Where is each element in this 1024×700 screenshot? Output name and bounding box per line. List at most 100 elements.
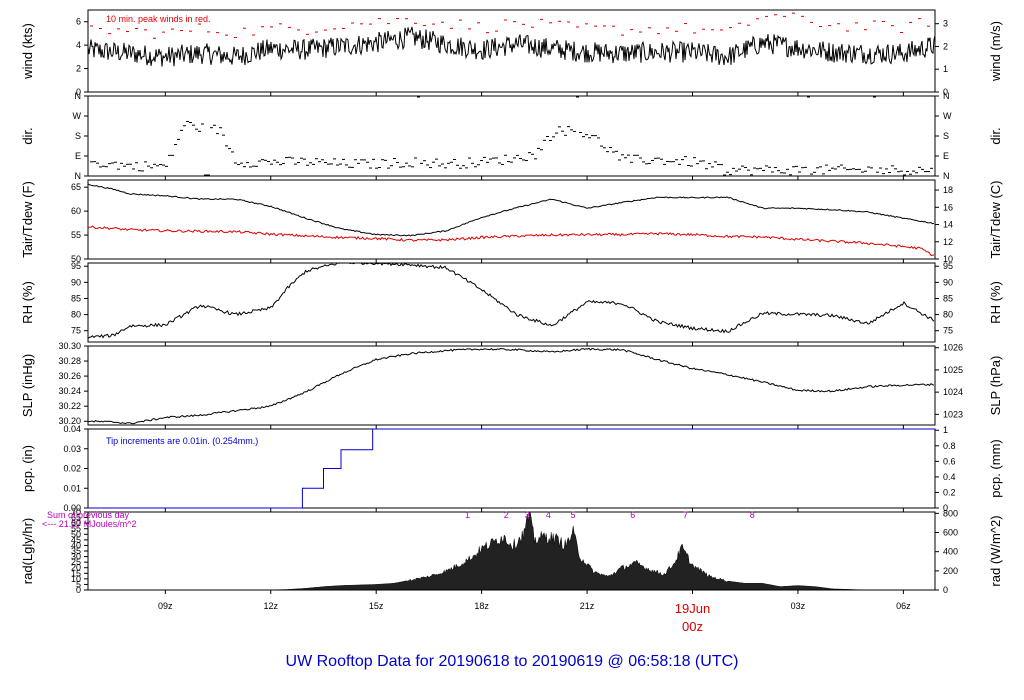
series-line: [87, 225, 935, 256]
y-tick-label-right: 3: [943, 19, 948, 29]
chart-title: UW Rooftop Data for 20190618 to 20190619…: [286, 653, 739, 670]
y-tick-label-left: 55: [71, 230, 81, 240]
y-tick-label-left: 65: [71, 513, 81, 523]
y-axis-label-right: RH (%): [988, 281, 1003, 324]
y-tick-label-left: 2: [76, 64, 81, 74]
y-tick-label-left: 90: [71, 277, 81, 287]
y-tick-label-left: 30.26: [58, 371, 81, 381]
x-axis: 09z 12z 15z 18z 21z 03z 06z 19Jun 00z: [158, 601, 911, 634]
y-tick-label-right: 0.8: [943, 441, 956, 451]
y-tick-label-left: 0.04: [63, 424, 81, 434]
y-tick-label-right: 0: [943, 585, 948, 595]
y-tick-label-left: 95: [71, 261, 81, 271]
y-tick-label-left: 4: [76, 40, 81, 50]
y-tick-label-right: 16: [943, 202, 953, 212]
y-tick-label-left: 30.28: [58, 356, 81, 366]
panel-frame: [87, 9, 936, 93]
y-tick-label-left: E: [75, 151, 81, 161]
y-tick-label-left: 0.01: [63, 483, 81, 493]
y-axis-label-right: SLP (hPa): [988, 356, 1003, 416]
y-tick-label-right: 12: [943, 237, 953, 247]
radiation-marker: 7: [683, 510, 688, 520]
x-tick-label: 18z: [474, 601, 489, 611]
series-dir-0: [90, 96, 933, 176]
series-wind-1: [90, 12, 930, 39]
y-tick-label-left: 20: [71, 563, 81, 573]
y-tick-label-left: 30: [71, 552, 81, 562]
y-axis-label-left: pcp. (in): [20, 445, 35, 492]
series-pcp-0: [88, 428, 935, 509]
panel-frame: [87, 345, 936, 426]
y-tick-label-right: 80: [943, 310, 953, 320]
y-tick-label-left: 70: [71, 507, 81, 517]
y-tick-label-left: 0.00: [63, 503, 81, 513]
y-tick-label-right: 400: [943, 547, 958, 557]
series-line: [87, 347, 935, 425]
x-tick-label: 06z: [896, 601, 911, 611]
y-tick-label-right: 600: [943, 528, 958, 538]
y-tick-label-left: 25: [71, 557, 81, 567]
panel-pcp: 0.00 0.01 0.02 0.03 0.04 0 0.2 0.4 0.6 0.8 1 pcp. (…: [20, 424, 1003, 513]
y-axis-label-right: dir.: [988, 127, 1003, 144]
y-tick-label-left: 15: [71, 568, 81, 578]
y-axis-label-left: dir.: [20, 127, 35, 144]
y-tick-label-left: 0: [76, 87, 81, 97]
y-tick-label-left: 60: [71, 206, 81, 216]
y-tick-label-right: 200: [943, 566, 958, 576]
y-tick-label-left: N: [75, 171, 82, 181]
panel-frame: [87, 262, 936, 343]
y-tick-label-left: 40: [71, 540, 81, 550]
y-tick-label-left: 50: [71, 529, 81, 539]
y-tick-label-left: 30.22: [58, 401, 81, 411]
y-tick-label-left: 30.20: [58, 416, 81, 426]
x-tick-label: 21z: [580, 601, 595, 611]
y-tick-label-right: 800: [943, 508, 958, 518]
y-tick-label-left: 50: [71, 254, 81, 264]
y-tick-label-right: 0: [943, 87, 948, 97]
panel-wind: 0 2 4 6 0 1 2 3 wind (kts) wind (m/s) 10 min. peak…: [20, 9, 1003, 97]
y-tick-label-right: 95: [943, 261, 953, 271]
y-tick-label-right: 14: [943, 220, 953, 230]
y-axis-label-right: wind (m/s): [988, 21, 1003, 82]
y-tick-label-left: 80: [71, 310, 81, 320]
series-wind-0: [87, 26, 936, 67]
precip-step-line: [88, 428, 935, 509]
y-tick-label-right: 18: [943, 185, 953, 195]
y-tick-label-right: N: [943, 91, 950, 101]
y-tick-label-left: 6: [76, 17, 81, 27]
y-tick-label-right: 0.6: [943, 456, 956, 466]
panel-frame: [87, 95, 936, 177]
y-tick-label-right: 0: [943, 503, 948, 513]
y-tick-label-right: W: [943, 111, 952, 121]
y-axis-label-right: rad (W/m^2): [988, 515, 1003, 586]
panel-frame: [87, 179, 936, 260]
panel-rh: 75 80 85 90 95 75 80 85 90 95 RH (%) RH (%): [20, 261, 1003, 346]
x-tick-label: 03z: [791, 601, 806, 611]
y-axis-label-left: rad(Lgly/hr): [20, 518, 35, 584]
radiation-marker: 8: [750, 510, 755, 520]
panel-annotation: 10 min. peak winds in red.: [106, 14, 211, 24]
y-tick-label-left: 0: [76, 585, 81, 595]
x-date-sublabel: 00z: [682, 619, 703, 634]
y-tick-label-right: 1: [943, 425, 948, 435]
panel-rad: 0510152025303540455055606570020040060080…: [20, 507, 1003, 595]
panel-annotation-2: <--- 21.27 MJoules/m^2: [42, 519, 137, 529]
y-axis-label-left: RH (%): [20, 281, 35, 324]
panel-temp: 50 55 60 65 10 12 14 16 18 Tair/Tdew (F) Tair/Tdew…: [20, 179, 1003, 264]
y-tick-label-left: W: [73, 111, 82, 121]
y-tick-label-right: 0.4: [943, 472, 956, 482]
y-tick-label-right: 85: [943, 293, 953, 303]
series-temp-0: [87, 183, 935, 237]
series-line: [87, 262, 935, 339]
y-tick-label-right: 1023: [943, 409, 963, 419]
y-tick-label-left: 10: [71, 574, 81, 584]
y-tick-label-right: S: [943, 131, 949, 141]
y-axis-label-left: Tair/Tdew (F): [20, 181, 35, 258]
y-tick-label-right: 1024: [943, 387, 963, 397]
panel-annotation: Tip increments are 0.01in. (0.254mm.): [106, 436, 258, 446]
y-tick-label-left: 55: [71, 524, 81, 534]
series-rad-0: [267, 511, 869, 591]
y-tick-label-left: 30.24: [58, 386, 81, 396]
